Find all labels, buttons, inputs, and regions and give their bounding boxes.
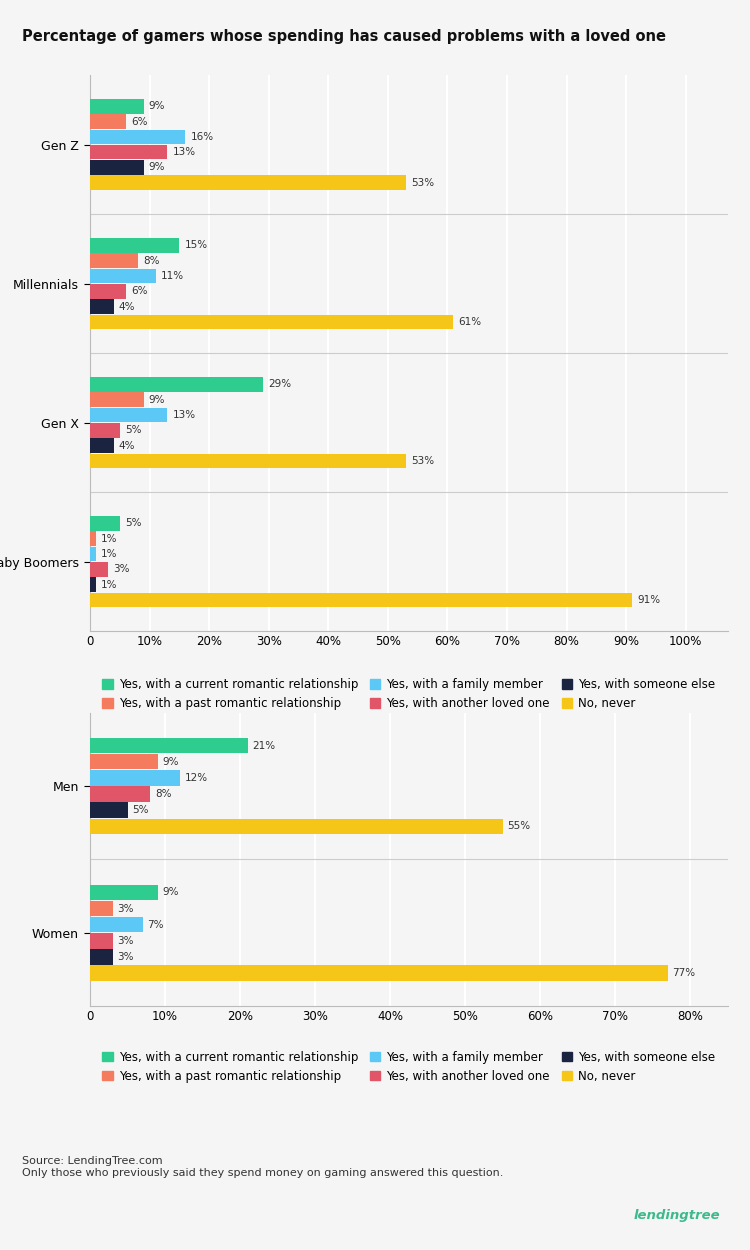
Text: 3%: 3%	[113, 564, 130, 574]
Bar	[90, 578, 96, 592]
Text: 53%: 53%	[411, 177, 434, 187]
Text: 61%: 61%	[458, 316, 482, 326]
Text: 9%: 9%	[148, 162, 165, 172]
Text: 6%: 6%	[130, 286, 147, 296]
Text: 15%: 15%	[184, 240, 208, 250]
Text: lendingtree: lendingtree	[633, 1210, 720, 1222]
Bar	[90, 592, 632, 608]
Bar	[90, 802, 128, 818]
Bar	[90, 130, 185, 144]
Bar	[90, 885, 158, 900]
Bar	[90, 99, 143, 114]
Text: 1%: 1%	[101, 580, 118, 590]
Bar	[90, 454, 406, 469]
Text: 29%: 29%	[268, 380, 291, 390]
Text: 5%: 5%	[125, 425, 142, 435]
Bar	[90, 819, 503, 834]
Text: 8%: 8%	[155, 789, 172, 799]
Bar	[90, 284, 126, 299]
Bar	[90, 378, 262, 391]
Text: 9%: 9%	[148, 101, 165, 111]
Bar	[90, 254, 138, 268]
Text: 5%: 5%	[133, 805, 149, 815]
Text: 3%: 3%	[118, 936, 134, 946]
Text: 6%: 6%	[130, 116, 147, 126]
Text: 4%: 4%	[119, 301, 136, 311]
Text: 3%: 3%	[118, 952, 134, 962]
Text: 12%: 12%	[185, 772, 209, 782]
Text: 7%: 7%	[148, 920, 164, 930]
Text: Percentage of gamers whose spending has caused problems with a loved one: Percentage of gamers whose spending has …	[22, 29, 667, 44]
Text: 1%: 1%	[101, 534, 118, 544]
Bar	[90, 269, 155, 284]
Bar	[90, 315, 454, 329]
Bar	[90, 392, 143, 408]
Text: 1%: 1%	[101, 549, 118, 559]
Text: 4%: 4%	[119, 440, 136, 450]
Text: 21%: 21%	[253, 740, 276, 750]
Text: 16%: 16%	[190, 132, 214, 142]
Text: 9%: 9%	[148, 395, 165, 405]
Text: 55%: 55%	[508, 821, 531, 831]
Bar	[90, 145, 167, 160]
Bar	[90, 408, 167, 422]
Text: 9%: 9%	[163, 888, 179, 898]
Text: 13%: 13%	[172, 410, 196, 420]
Bar	[90, 770, 180, 785]
Bar	[90, 786, 150, 801]
Text: 3%: 3%	[118, 904, 134, 914]
Text: 9%: 9%	[163, 756, 179, 766]
Bar	[90, 516, 120, 531]
Bar	[90, 965, 668, 981]
Bar	[90, 114, 126, 129]
Bar	[90, 738, 248, 754]
Bar	[90, 934, 112, 949]
Bar	[90, 439, 114, 452]
Bar	[90, 949, 112, 965]
Bar	[90, 901, 112, 916]
Text: 53%: 53%	[411, 456, 434, 466]
Text: 11%: 11%	[160, 271, 184, 281]
Text: 5%: 5%	[125, 519, 142, 529]
Bar	[90, 754, 158, 770]
Text: 77%: 77%	[673, 969, 696, 979]
Bar	[90, 238, 179, 252]
Text: 13%: 13%	[172, 148, 196, 158]
Bar	[90, 299, 114, 314]
Bar	[90, 160, 143, 175]
Bar	[90, 175, 406, 190]
Text: 91%: 91%	[638, 595, 661, 605]
Bar	[90, 918, 142, 932]
Legend: Yes, with a current romantic relationship, Yes, with a past romantic relationshi: Yes, with a current romantic relationshi…	[98, 1046, 720, 1088]
Text: 8%: 8%	[142, 256, 159, 266]
Bar	[90, 562, 108, 576]
Bar	[90, 546, 96, 561]
Bar	[90, 422, 120, 437]
Legend: Yes, with a current romantic relationship, Yes, with a past romantic relationshi: Yes, with a current romantic relationshi…	[98, 674, 720, 715]
Text: Source: LendingTree.com
Only those who previously said they spend money on gamin: Source: LendingTree.com Only those who p…	[22, 1156, 504, 1177]
Bar	[90, 531, 96, 546]
